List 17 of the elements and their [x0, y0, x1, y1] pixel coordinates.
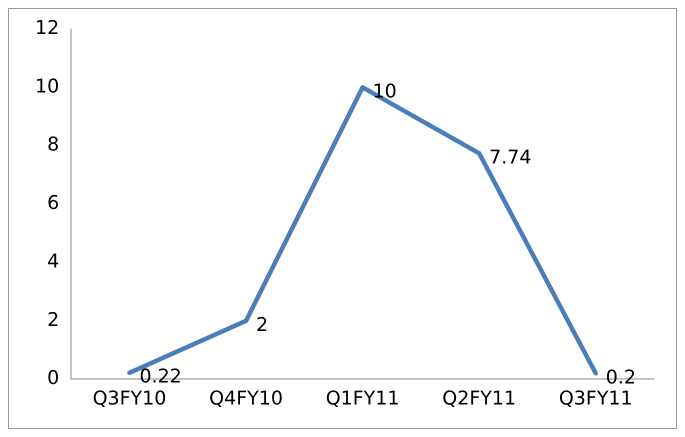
y-tick-label: 8 — [47, 134, 60, 156]
data-label: 0.22 — [139, 366, 182, 388]
y-tick-label: 0 — [47, 367, 60, 390]
data-label: 2 — [256, 314, 268, 336]
x-tick-label: Q3FY11 — [558, 388, 633, 410]
x-tick-label: Q1FY11 — [326, 388, 400, 410]
y-tick-label: 10 — [34, 75, 60, 98]
y-tick-label: 6 — [47, 192, 60, 214]
x-tick-label: Q2FY11 — [442, 388, 516, 410]
y-tick-label: 4 — [47, 250, 60, 272]
data-label: 10 — [372, 80, 397, 102]
data-label: 0.2 — [606, 366, 636, 388]
y-tick-label: 12 — [34, 16, 60, 39]
data-label: 7.74 — [489, 146, 532, 168]
y-tick-label: 2 — [47, 308, 60, 331]
x-tick-label: Q3FY10 — [92, 388, 166, 410]
x-tick-label: Q4FY10 — [209, 388, 283, 410]
